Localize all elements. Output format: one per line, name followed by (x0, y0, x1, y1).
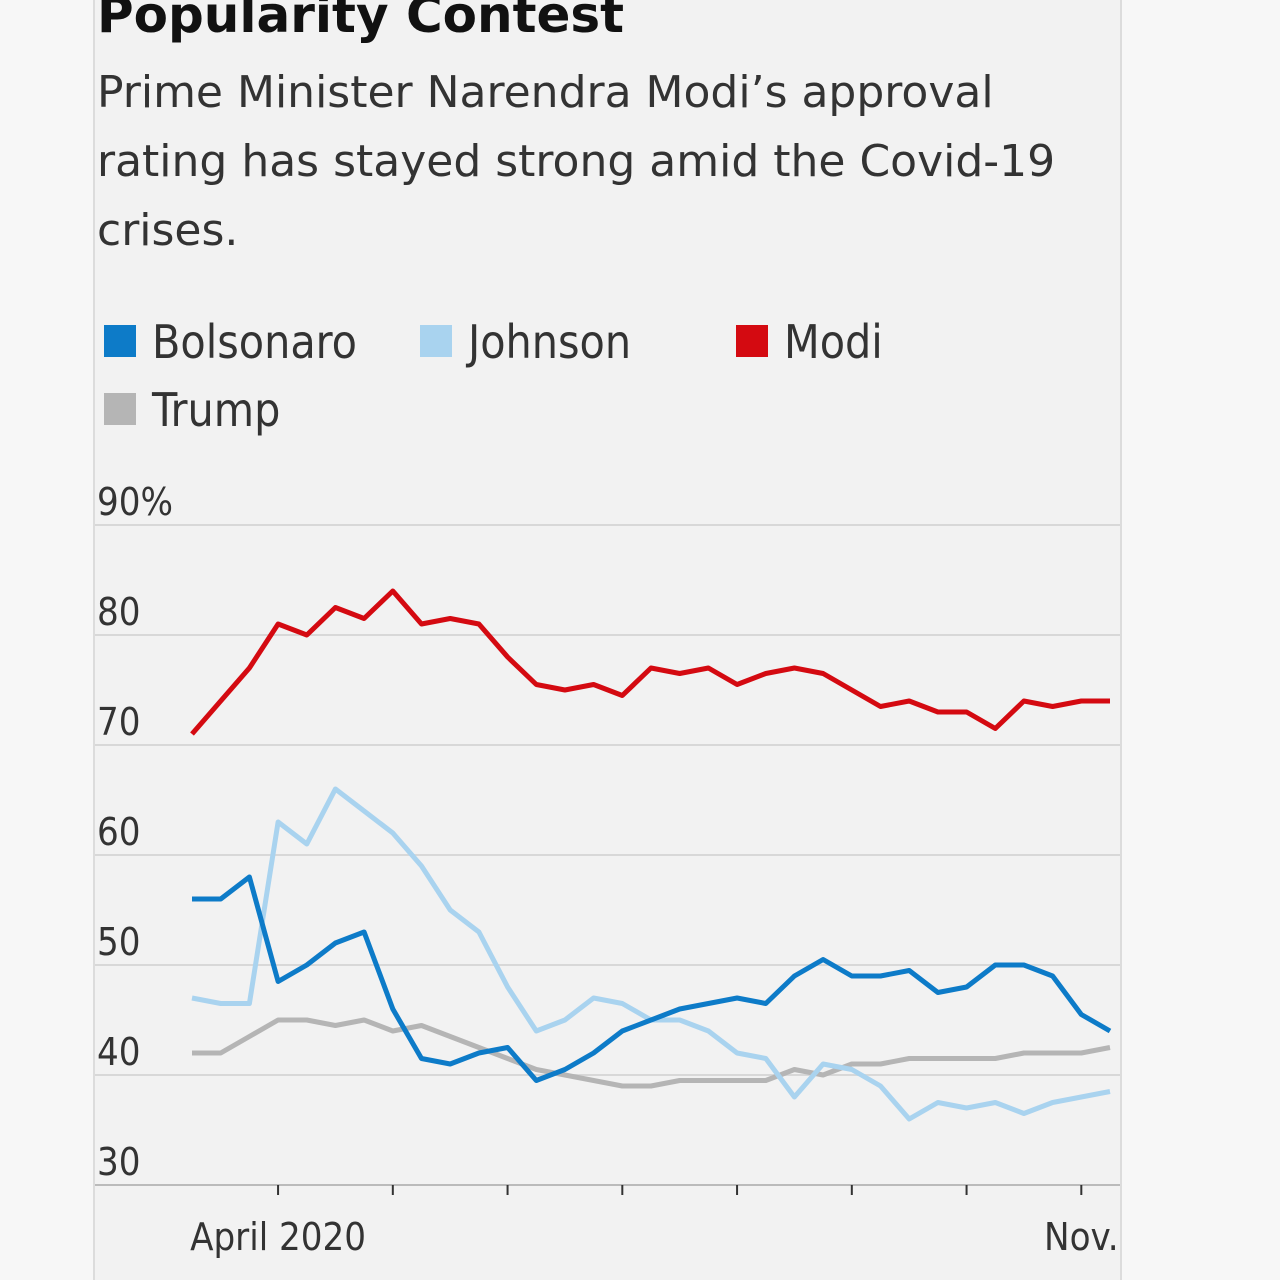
y-tick-label: 90% (97, 480, 173, 524)
series-line (191, 786, 1111, 1122)
legend-swatch (104, 393, 136, 425)
panel (93, 0, 1122, 1280)
legend-label: Johnson (465, 315, 631, 369)
series-line (190, 588, 1110, 736)
y-tick-label: 80 (97, 590, 141, 634)
series-line (192, 874, 1112, 1083)
y-tick-label: 30 (97, 1140, 141, 1184)
x-tick-label: Nov. (1044, 1215, 1119, 1259)
chart-title: Popularity Contest (97, 0, 625, 44)
legend-label: Modi (784, 315, 883, 369)
y-tick-label: 40 (97, 1030, 141, 1074)
legend-swatch (420, 325, 452, 357)
y-tick-label: 70 (97, 700, 141, 744)
legend-label: Bolsonaro (152, 315, 357, 369)
y-tick-label: 50 (97, 920, 141, 964)
legend-label: Trump (151, 383, 280, 437)
x-tick-label: April 2020 (190, 1215, 366, 1259)
chart-subtitle: Prime Minister Narendra Modi’s approval … (97, 67, 1056, 256)
legend-swatch (736, 325, 768, 357)
y-tick-label: 60 (97, 810, 141, 854)
legend-swatch (104, 325, 136, 357)
series-line (192, 1017, 1111, 1089)
